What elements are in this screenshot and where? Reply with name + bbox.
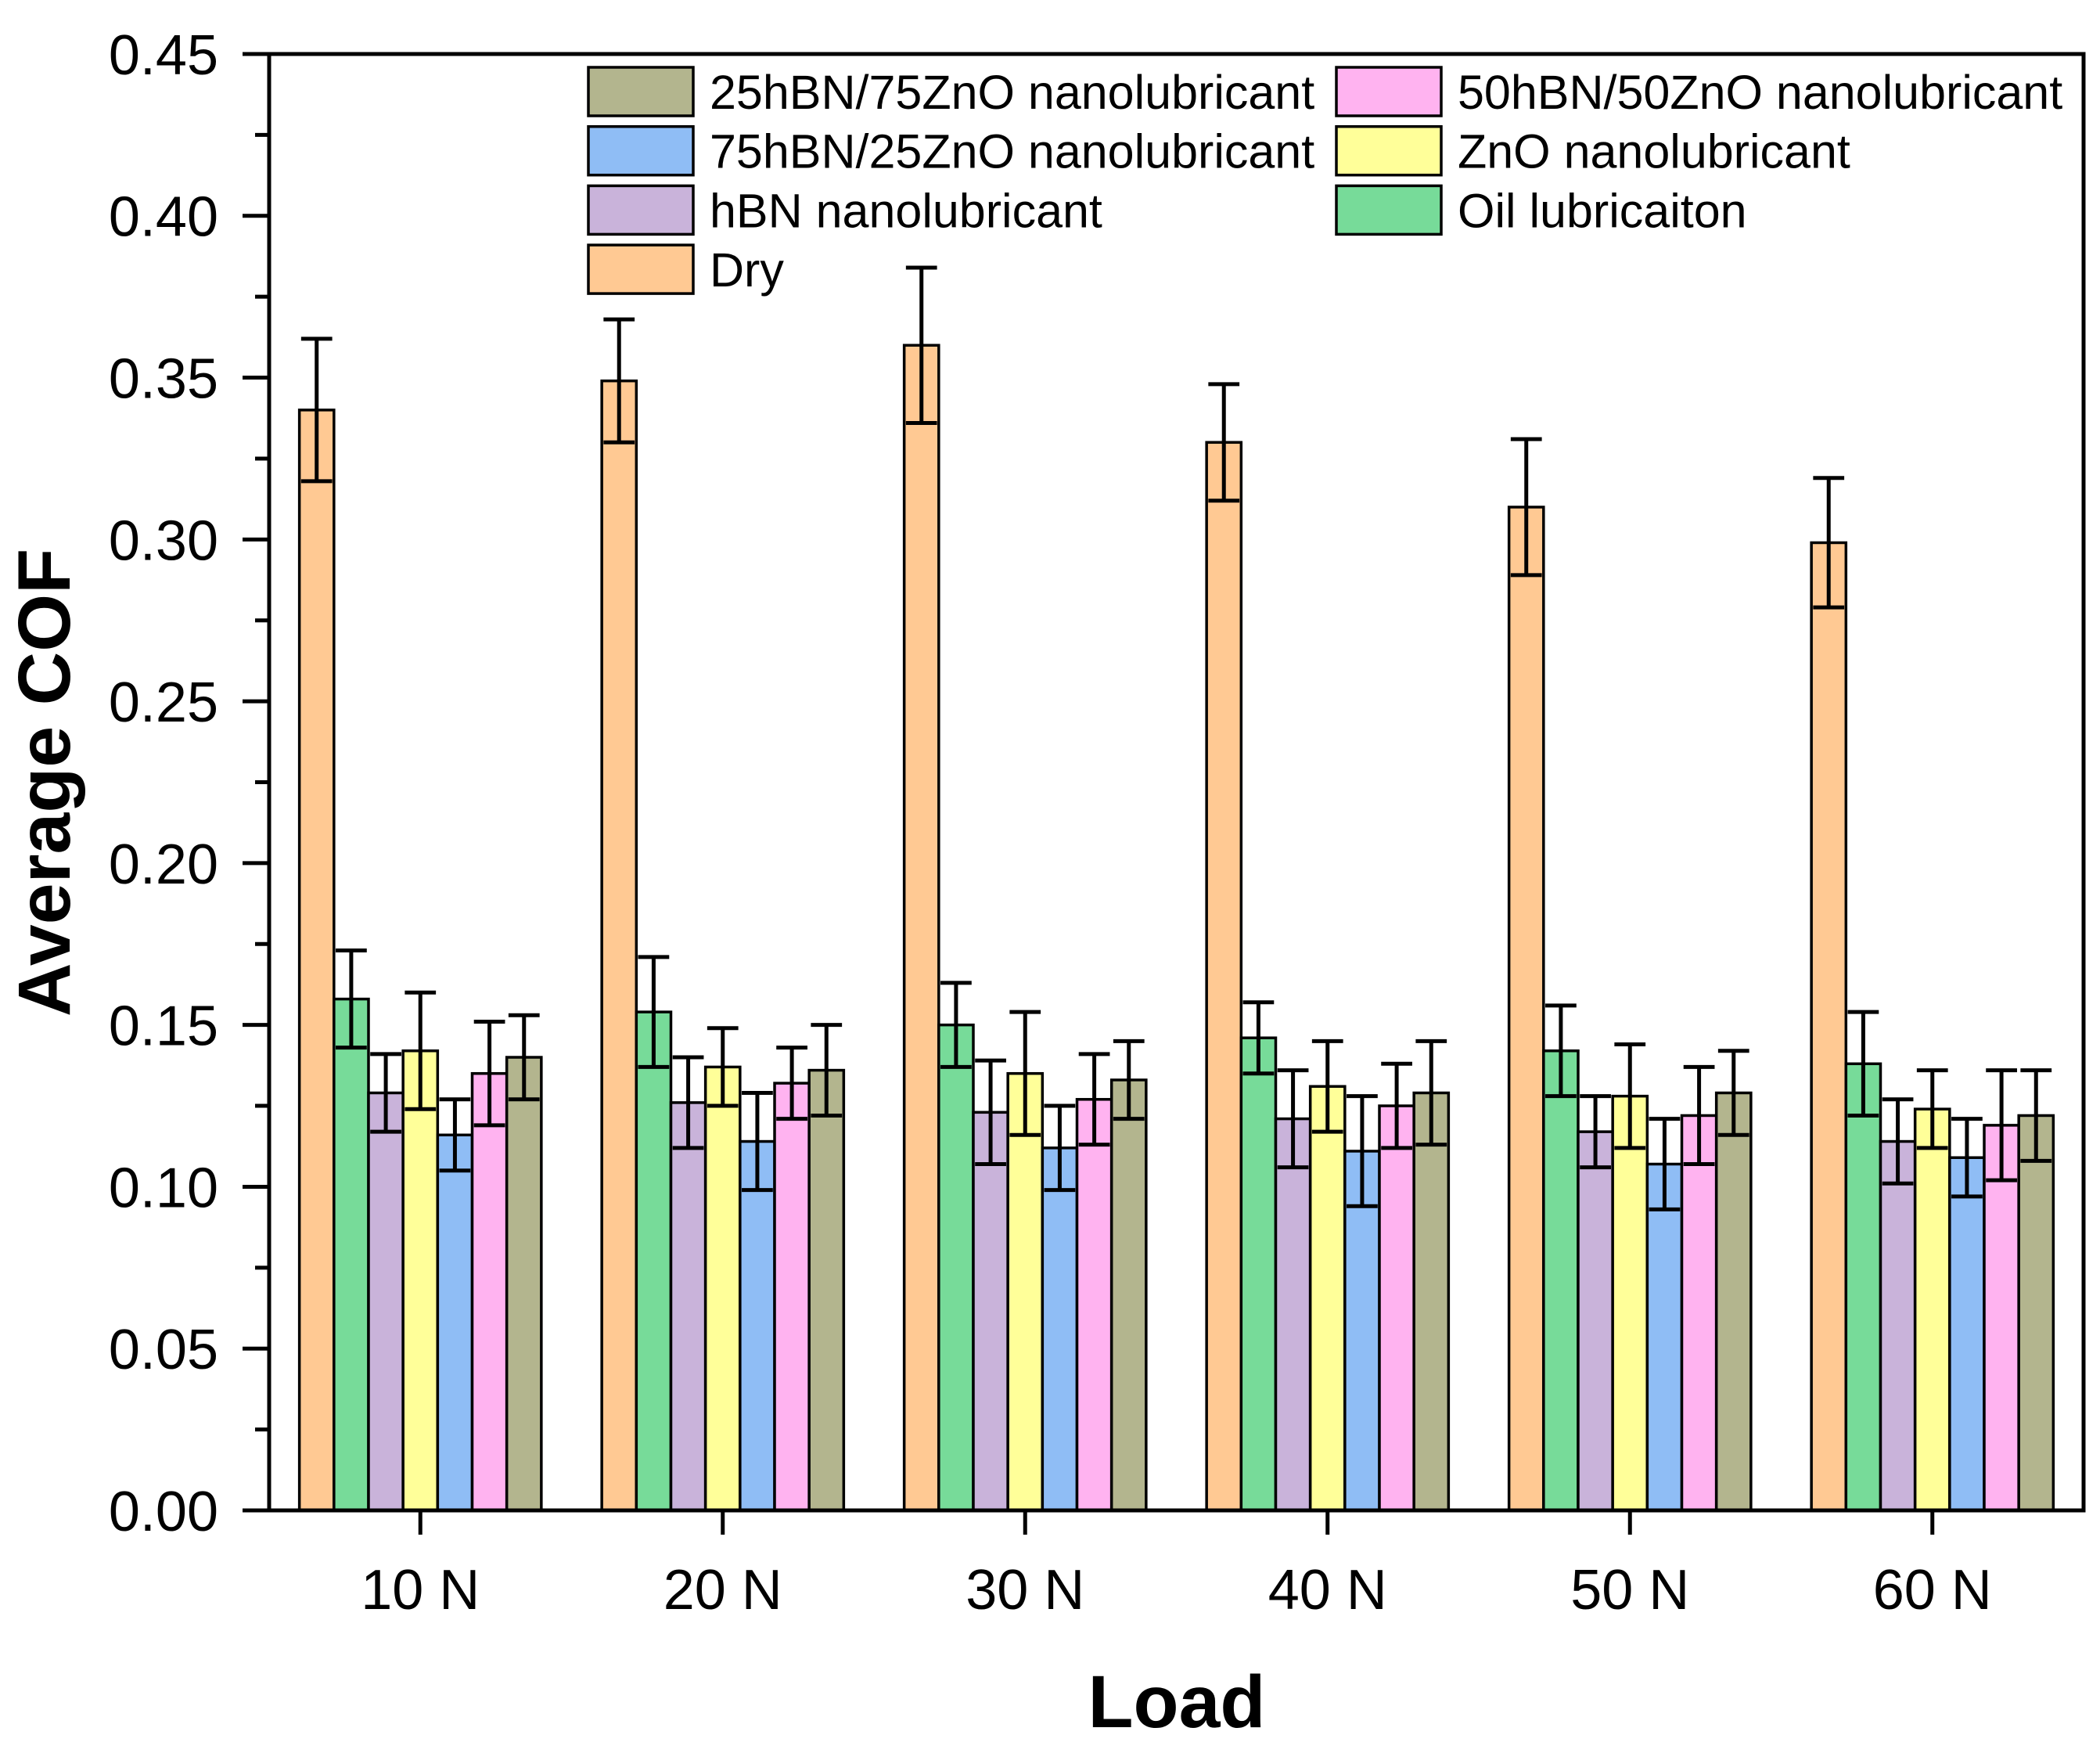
legend-item-oil-lubricaiton: Oil lubricaiton bbox=[1336, 184, 1747, 237]
bar-25hbn-75zno-nanolubricant-40-n bbox=[1414, 1093, 1448, 1510]
bar-75hbn-25zno-nanolubricant-60-n bbox=[1950, 1157, 1984, 1510]
bar-25hbn-75zno-nanolubricant-20-n bbox=[809, 1071, 843, 1510]
bar-hbn-nanolubricant-10-n bbox=[369, 1093, 403, 1510]
legend-swatch-hbn-nanolubricant bbox=[588, 185, 693, 234]
bar-zno-nanolubricant-30-n bbox=[1008, 1074, 1042, 1510]
x-tick-label: 30 N bbox=[965, 1559, 1084, 1622]
y-tick-label: 0.05 bbox=[109, 1319, 218, 1381]
legend-swatch-zno-nanolubricant bbox=[1336, 127, 1441, 175]
legend-label-75hbn-25zno-nanolubricant: 75hBN/25ZnO nanolubricant bbox=[710, 125, 1314, 178]
y-tick-label: 0.15 bbox=[109, 995, 218, 1058]
bar-dry-30-n bbox=[904, 345, 939, 1510]
bar-oil-lubricaiton-30-n bbox=[939, 1025, 973, 1510]
y-axis-title: Average COF bbox=[3, 549, 86, 1017]
bar-dry-20-n bbox=[602, 381, 636, 1510]
bar-dry-10-n bbox=[300, 410, 334, 1510]
y-tick-label: 0.25 bbox=[109, 671, 218, 734]
bar-75hbn-25zno-nanolubricant-10-n bbox=[437, 1135, 472, 1510]
legend-swatch-dry bbox=[588, 245, 693, 293]
y-tick-label: 0.10 bbox=[109, 1157, 218, 1219]
legend-label-dry: Dry bbox=[710, 243, 784, 297]
x-tick-label: 60 N bbox=[1873, 1559, 1992, 1622]
legend-swatch-25hbn-75zno-nanolubricant bbox=[588, 67, 693, 116]
bar-75hbn-25zno-nanolubricant-20-n bbox=[740, 1142, 775, 1510]
bar-50hbn-50zno-nanolubricant-30-n bbox=[1077, 1100, 1112, 1510]
bar-hbn-nanolubricant-20-n bbox=[671, 1103, 705, 1510]
x-tick-label: 50 N bbox=[1570, 1559, 1689, 1622]
legend-swatch-oil-lubricaiton bbox=[1336, 185, 1441, 234]
bar-dry-50-n bbox=[1509, 507, 1544, 1510]
bar-50hbn-50zno-nanolubricant-20-n bbox=[775, 1083, 809, 1510]
bar-hbn-nanolubricant-60-n bbox=[1880, 1142, 1915, 1510]
bar-chart: 0.00 0.05 0.10 0.15 0.20 0.25 0.30 0.35 0.40 0.45… bbox=[0, 0, 2100, 1753]
legend-label-oil-lubricaiton: Oil lubricaiton bbox=[1458, 184, 1747, 237]
bar-25hbn-75zno-nanolubricant-50-n bbox=[1717, 1093, 1751, 1510]
x-tick-label: 20 N bbox=[663, 1559, 782, 1622]
bar-oil-lubricaiton-20-n bbox=[636, 1012, 671, 1510]
x-axis-title: Load bbox=[1088, 1661, 1266, 1744]
bar-oil-lubricaiton-40-n bbox=[1241, 1038, 1275, 1510]
bar-dry-40-n bbox=[1206, 442, 1241, 1510]
bar-dry-60-n bbox=[1811, 542, 1846, 1510]
legend-item-hbn-nanolubricant: hBN nanolubricant bbox=[588, 184, 1102, 237]
bar-oil-lubricaiton-60-n bbox=[1846, 1064, 1880, 1510]
bar-75hbn-25zno-nanolubricant-50-n bbox=[1647, 1164, 1681, 1510]
bar-50hbn-50zno-nanolubricant-50-n bbox=[1682, 1115, 1717, 1510]
y-tick-label: 0.35 bbox=[109, 347, 218, 410]
bar-50hbn-50zno-nanolubricant-60-n bbox=[1984, 1125, 2019, 1510]
bar-zno-nanolubricant-50-n bbox=[1613, 1096, 1647, 1510]
legend-label-50hbn-50zno-nanolubricant: 50hBN/50ZnO nanolubricant bbox=[1458, 66, 2062, 119]
bar-hbn-nanolubricant-30-n bbox=[973, 1112, 1008, 1510]
legend-swatch-50hbn-50zno-nanolubricant bbox=[1336, 67, 1441, 116]
x-tick-label: 10 N bbox=[361, 1559, 480, 1622]
bar-zno-nanolubricant-40-n bbox=[1311, 1086, 1345, 1510]
bar-zno-nanolubricant-10-n bbox=[403, 1051, 437, 1510]
y-tick-label: 0.30 bbox=[109, 509, 218, 572]
bar-zno-nanolubricant-60-n bbox=[1915, 1109, 1950, 1510]
legend-swatch-75hbn-25zno-nanolubricant bbox=[588, 127, 693, 175]
y-tick-label: 0.45 bbox=[109, 24, 218, 87]
legend-label-hbn-nanolubricant: hBN nanolubricant bbox=[710, 184, 1102, 237]
bar-oil-lubricaiton-50-n bbox=[1544, 1051, 1578, 1510]
bar-oil-lubricaiton-10-n bbox=[334, 999, 369, 1510]
bar-50hbn-50zno-nanolubricant-10-n bbox=[473, 1074, 507, 1510]
bar-25hbn-75zno-nanolubricant-60-n bbox=[2019, 1115, 2053, 1510]
bar-hbn-nanolubricant-40-n bbox=[1275, 1119, 1310, 1510]
bar-75hbn-25zno-nanolubricant-30-n bbox=[1042, 1148, 1077, 1510]
legend-label-25hbn-75zno-nanolubricant: 25hBN/75ZnO nanolubricant bbox=[710, 66, 1314, 119]
bar-zno-nanolubricant-20-n bbox=[706, 1067, 740, 1510]
bar-50hbn-50zno-nanolubricant-40-n bbox=[1379, 1106, 1414, 1510]
bar-hbn-nanolubricant-50-n bbox=[1578, 1132, 1613, 1510]
y-tick-label: 0.20 bbox=[109, 833, 218, 896]
bar-25hbn-75zno-nanolubricant-30-n bbox=[1112, 1080, 1146, 1510]
y-tick-label: 0.40 bbox=[109, 186, 218, 249]
legend-label-zno-nanolubricant: ZnO nanolubricant bbox=[1458, 125, 1850, 178]
bar-25hbn-75zno-nanolubricant-10-n bbox=[507, 1057, 541, 1510]
y-tick-label: 0.00 bbox=[109, 1481, 218, 1543]
legend-item-dry: Dry bbox=[588, 243, 784, 297]
x-tick-label: 40 N bbox=[1268, 1559, 1387, 1622]
legend-item-zno-nanolubricant: ZnO nanolubricant bbox=[1336, 125, 1850, 178]
